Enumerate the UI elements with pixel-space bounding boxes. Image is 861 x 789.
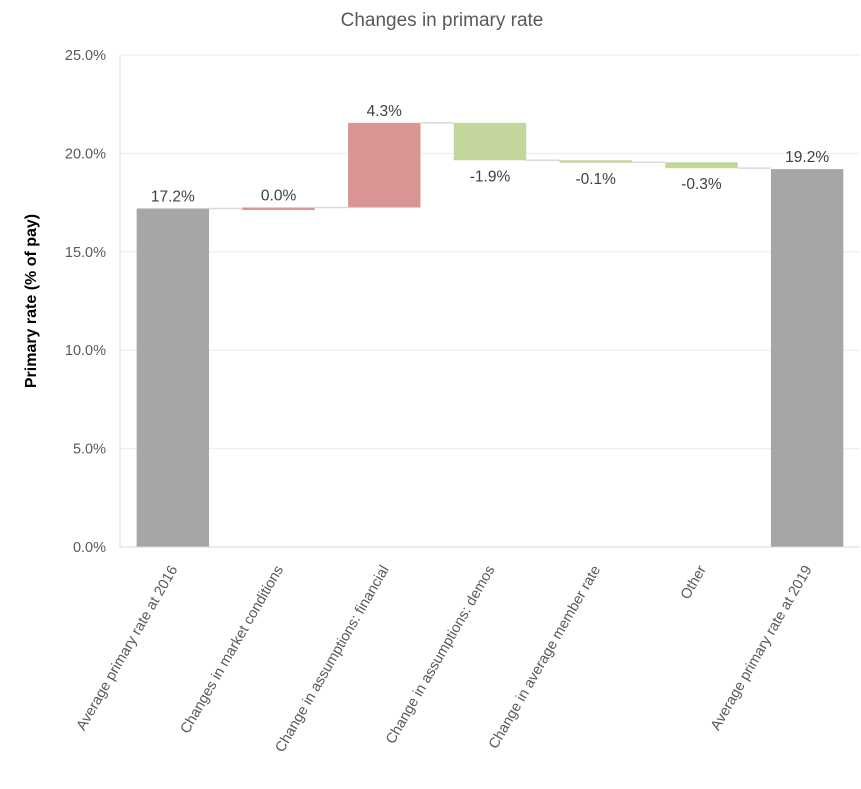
x-tick-label: Change in assumptions: financial <box>272 563 392 755</box>
x-tick-label: Change in assumptions: demos <box>383 563 498 747</box>
data-label: -0.1% <box>575 171 616 188</box>
bar <box>665 162 738 169</box>
data-label: 4.3% <box>367 103 403 120</box>
data-label: 19.2% <box>785 149 829 166</box>
y-tick-label: 25.0% <box>65 48 106 64</box>
x-tick-label: Average primary rate at 2019 <box>708 563 816 733</box>
axes <box>119 55 860 548</box>
data-label: -1.9% <box>470 168 511 185</box>
x-tick-label: Changes in market conditions <box>178 563 287 736</box>
y-tick-label: 10.0% <box>65 343 106 359</box>
data-label: -0.3% <box>681 176 722 193</box>
x-tick-label: Change in average member rate <box>486 563 604 752</box>
y-tick-label: 5.0% <box>73 442 106 458</box>
bar <box>453 122 527 161</box>
bar <box>242 207 315 211</box>
x-tick-label: Average primary rate at 2016 <box>74 563 182 733</box>
connector-lines <box>209 122 771 210</box>
bar <box>348 122 421 208</box>
data-label: 0.0% <box>261 188 297 205</box>
bar <box>136 208 210 547</box>
bar <box>770 169 844 548</box>
bar <box>559 160 632 163</box>
data-label: 17.2% <box>151 189 195 206</box>
y-tick-label: 20.0% <box>65 146 106 162</box>
y-tick-label: 15.0% <box>65 245 106 261</box>
data-labels: 17.2% 0.0% 4.3% -1.9% -0.1% -0.3% 19.2% <box>151 103 829 206</box>
x-tick-label: Other <box>678 563 710 603</box>
chart-title: Changes in primary rate <box>341 10 544 31</box>
y-tick-labels: 0.0% 5.0% 10.0% 15.0% 20.0% 25.0% <box>65 48 106 556</box>
bars <box>136 122 844 548</box>
y-tick-label: 0.0% <box>73 540 106 556</box>
gridlines <box>120 54 860 450</box>
y-axis-label: Primary rate (% of pay) <box>23 214 40 388</box>
